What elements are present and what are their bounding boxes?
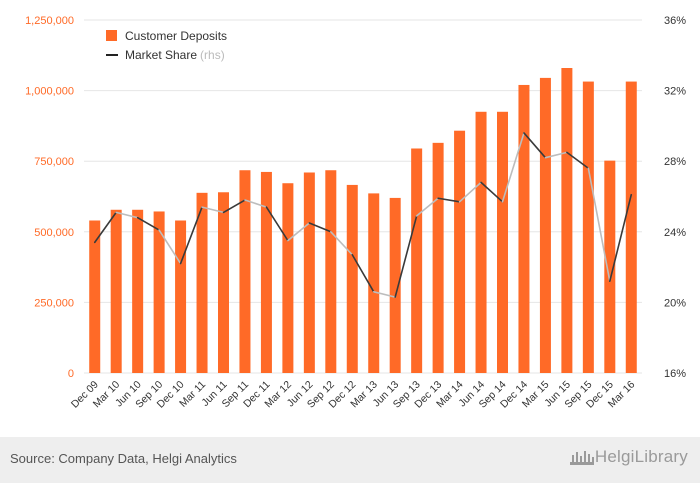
line-segment <box>201 206 225 214</box>
deposit-bars <box>89 68 637 374</box>
left-tick-label: 250,000 <box>34 297 74 309</box>
line-segment <box>93 211 117 244</box>
bar <box>411 148 423 373</box>
left-tick-label: 0 <box>68 368 74 380</box>
line-segment <box>330 231 354 256</box>
bar <box>625 81 637 373</box>
brand-logo: HelgiLibrary <box>569 447 688 467</box>
bar <box>475 111 487 373</box>
line-segment <box>115 211 139 219</box>
bar <box>368 193 380 373</box>
line-segment <box>587 167 611 283</box>
left-axis-ticks: 0 250,000 500,000 750,000 1,000,000 1,250,000 <box>25 15 74 380</box>
line-segment <box>458 181 482 203</box>
bar <box>282 183 294 373</box>
legend-label-deposits: Customer Deposits <box>125 28 228 43</box>
line-segment <box>265 206 289 242</box>
left-tick-label: 1,000,000 <box>25 86 74 98</box>
right-tick-label: 28% <box>664 156 686 168</box>
line-segment <box>609 193 633 283</box>
grid-lines <box>84 19 642 374</box>
line-segment <box>222 199 246 214</box>
line-segment <box>523 132 547 159</box>
right-axis-ticks: 16% 20% 24% 28% 32% 36% <box>664 15 686 380</box>
bar <box>175 220 187 373</box>
bar <box>604 160 616 373</box>
line-segment <box>372 291 396 298</box>
line-segment <box>566 151 590 170</box>
legend-item-share: Market Share (rhs) <box>106 45 227 64</box>
line-segment <box>437 197 461 203</box>
line-segment <box>544 151 568 159</box>
line-segment <box>179 206 203 265</box>
right-tick-label: 16% <box>664 368 686 380</box>
line-segment <box>501 132 525 203</box>
chart: 0 250,000 500,000 750,000 1,000,000 1,250,000… <box>25 15 686 411</box>
bar <box>325 170 337 373</box>
legend-swatch-bar <box>106 30 117 41</box>
source-text: Source: Company Data, Helgi Analytics <box>10 451 237 466</box>
bar <box>582 81 594 373</box>
brand-name: HelgiLibrary <box>594 447 688 466</box>
bar <box>89 220 101 373</box>
line-segment <box>351 253 375 293</box>
legend: Customer Deposits Market Share (rhs) <box>106 26 227 64</box>
legend-swatch-line <box>106 53 118 56</box>
right-tick-label: 20% <box>664 297 686 309</box>
left-tick-label: 1,250,000 <box>25 15 74 27</box>
bar <box>196 192 208 373</box>
bar <box>303 172 315 373</box>
line-segment <box>415 197 439 217</box>
bar <box>518 84 530 374</box>
right-tick-label: 32% <box>664 86 686 98</box>
line-segment <box>136 216 160 231</box>
left-tick-label: 750,000 <box>34 156 74 168</box>
legend-note-rhs: (rhs) <box>200 47 225 62</box>
line-segment <box>287 222 311 242</box>
bar <box>260 171 272 373</box>
bar <box>110 209 122 373</box>
bar <box>497 111 508 373</box>
bar <box>454 130 466 373</box>
line-segment <box>308 222 332 233</box>
bar <box>561 68 573 374</box>
bar <box>153 211 165 373</box>
footer: Source: Company Data, Helgi Analytics He… <box>0 437 700 483</box>
line-segment <box>158 229 182 265</box>
bar <box>218 192 229 373</box>
bar <box>239 170 251 373</box>
bar <box>389 197 401 373</box>
library-building-icon <box>569 451 594 465</box>
right-tick-label: 24% <box>664 227 686 239</box>
market-share-line <box>93 132 633 298</box>
bar <box>539 77 551 373</box>
line-segment <box>480 181 504 203</box>
bar <box>346 184 358 373</box>
bar <box>132 209 144 373</box>
bar <box>432 142 444 373</box>
legend-label-share: Market Share <box>125 47 198 62</box>
line-segment <box>244 199 268 208</box>
left-tick-label: 500,000 <box>34 227 74 239</box>
right-tick-label: 36% <box>664 15 686 27</box>
legend-item-deposits: Customer Deposits <box>106 26 227 45</box>
line-segment <box>394 215 418 298</box>
